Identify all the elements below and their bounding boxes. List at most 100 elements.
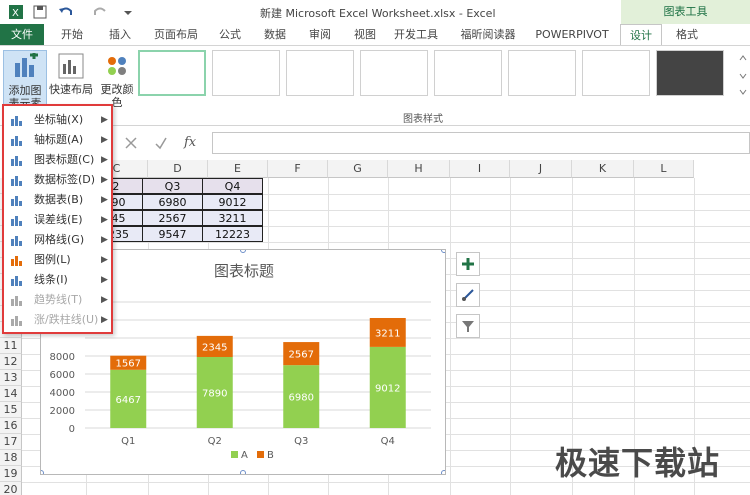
tab-file[interactable]: 文件 xyxy=(0,24,44,46)
tab-review[interactable]: 审阅 xyxy=(309,28,331,41)
customize-toolbar-icon[interactable] xyxy=(118,3,138,21)
grid-col-line xyxy=(572,178,573,495)
resize-handle xyxy=(240,250,246,253)
table-cell[interactable]: 2567 xyxy=(142,210,203,226)
table-cell[interactable]: Q3 xyxy=(142,178,203,194)
chart-style-8[interactable] xyxy=(656,50,724,96)
tab-data[interactable]: 数据 xyxy=(264,28,286,41)
menu-item-2[interactable]: 图表标题(C) ▶ xyxy=(4,150,111,170)
legend-swatch xyxy=(231,451,238,458)
add-chart-element-button[interactable]: 添加图表元素 xyxy=(3,50,47,110)
excel-logo-icon[interactable]: X xyxy=(6,3,26,21)
resize-handle xyxy=(240,470,246,474)
column-header-j[interactable]: J xyxy=(510,160,572,178)
table-cell[interactable]: 9012 xyxy=(202,194,263,210)
column-header-h[interactable]: H xyxy=(388,160,450,178)
chart-style-5[interactable] xyxy=(434,50,502,96)
column-header-f[interactable]: F xyxy=(268,160,328,178)
resize-handle xyxy=(441,250,445,253)
chart-filters-button[interactable] xyxy=(456,314,480,338)
tab-powerpivot[interactable]: POWERPIVOT xyxy=(535,28,609,41)
chart-style-2[interactable] xyxy=(212,50,280,96)
gallery-scroll-icon xyxy=(739,55,747,95)
row-header-14[interactable]: 14 xyxy=(0,386,22,402)
tab-design[interactable]: 设计 xyxy=(620,24,662,46)
chart-style-6[interactable] xyxy=(508,50,576,96)
submenu-arrow-icon: ▶ xyxy=(101,215,108,225)
gallery-scroll[interactable] xyxy=(737,50,749,100)
tab-developer[interactable]: 开发工具 xyxy=(394,28,438,41)
cancel-icon[interactable] xyxy=(124,136,138,150)
table-cell[interactable]: Q4 xyxy=(202,178,263,194)
tab-format[interactable]: 格式 xyxy=(676,28,698,41)
tab-home[interactable]: 开始 xyxy=(61,28,83,41)
table-cell[interactable]: 6980 xyxy=(142,194,203,210)
insert-function-button[interactable]: fx xyxy=(184,135,197,150)
tab-page-layout[interactable]: 页面布局 xyxy=(154,28,198,41)
x-tick-label: Q4 xyxy=(381,436,395,447)
menu-item-3[interactable]: 数据标签(D) ▶ xyxy=(4,170,111,190)
submenu-arrow-icon: ▶ xyxy=(101,315,108,325)
tab-formulas[interactable]: 公式 xyxy=(219,28,241,41)
chart-style-1[interactable] xyxy=(138,50,206,96)
column-header-i[interactable]: I xyxy=(450,160,510,178)
column-header-l[interactable]: L xyxy=(634,160,694,178)
menu-item-0[interactable]: 坐标轴(X) ▶ xyxy=(4,110,111,130)
row-header-17[interactable]: 17 xyxy=(0,434,22,450)
menu-item-6[interactable]: 网格线(G) ▶ xyxy=(4,230,111,250)
table-cell[interactable]: 3211 xyxy=(202,210,263,226)
tab-view[interactable]: 视图 xyxy=(354,28,376,41)
menu-item-label: 数据表(B) xyxy=(34,193,84,206)
menu-item-9[interactable]: 趋势线(T) ▶ xyxy=(4,290,111,310)
grid-col-line xyxy=(510,178,511,495)
column-header-e[interactable]: E xyxy=(208,160,268,178)
add-chart-element-icon xyxy=(15,51,38,77)
row-header-11[interactable]: 11 xyxy=(0,338,22,354)
data-label: 3211 xyxy=(375,328,400,339)
column-header-k[interactable]: K xyxy=(572,160,634,178)
chart-style-3[interactable] xyxy=(286,50,354,96)
resize-handle xyxy=(41,470,44,474)
chart-style-7[interactable] xyxy=(582,50,650,96)
row-header-13[interactable]: 13 xyxy=(0,370,22,386)
column-header-d[interactable]: D xyxy=(148,160,208,178)
enter-icon[interactable] xyxy=(154,136,168,150)
tab-foxit-reader[interactable]: 福昕阅读器 xyxy=(460,28,516,41)
quick-layout-icon xyxy=(58,53,84,79)
menu-item-label: 轴标题(A) xyxy=(34,133,84,146)
data-label: 6980 xyxy=(289,393,314,404)
menu-item-10[interactable]: 涨/跌柱线(U) ▶ xyxy=(4,310,111,330)
grid-row-line xyxy=(22,210,750,211)
menu-item-7[interactable]: 图例(L) ▶ xyxy=(4,250,111,270)
quick-layout-button[interactable]: 快速布局 xyxy=(49,50,93,106)
menu-item-1[interactable]: 轴标题(A) ▶ xyxy=(4,130,111,150)
change-colors-button[interactable]: 更改颜色 xyxy=(100,50,134,109)
table-cell[interactable]: 12223 xyxy=(202,226,263,242)
row-header-16[interactable]: 16 xyxy=(0,418,22,434)
row-header-12[interactable]: 12 xyxy=(0,354,22,370)
grid-row-line xyxy=(22,482,750,483)
change-colors-label: 更改颜色 xyxy=(100,83,134,109)
submenu-arrow-icon: ▶ xyxy=(101,155,108,165)
row-header-19[interactable]: 19 xyxy=(0,466,22,482)
menu-item-4[interactable]: 数据表(B) ▶ xyxy=(4,190,111,210)
row-header-15[interactable]: 15 xyxy=(0,402,22,418)
menu-item-8[interactable]: 线条(I) ▶ xyxy=(4,270,111,290)
bar-b-q2 xyxy=(196,335,233,357)
table-cell[interactable]: 9547 xyxy=(142,226,203,242)
ribbon-tabs: 文件 开始 插入 页面布局 公式 数据 审阅 视图 开发工具 福昕阅读器 POW… xyxy=(0,24,750,46)
chart-styles-button[interactable] xyxy=(456,283,480,307)
column-header-g[interactable]: G xyxy=(328,160,388,178)
row-header-20[interactable]: 20 xyxy=(0,482,22,495)
chart-elements-button[interactable] xyxy=(456,252,480,276)
row-header-18[interactable]: 18 xyxy=(0,450,22,466)
legend-label: B xyxy=(267,450,274,461)
tab-insert[interactable]: 插入 xyxy=(109,28,131,41)
chart-title[interactable]: 图表标题 xyxy=(213,262,274,280)
chart-style-4[interactable] xyxy=(360,50,428,96)
redo-icon[interactable] xyxy=(90,3,110,21)
save-icon[interactable] xyxy=(30,3,50,21)
menu-item-5[interactable]: 误差线(E) ▶ xyxy=(4,210,111,230)
formula-input[interactable] xyxy=(212,132,750,154)
undo-icon[interactable] xyxy=(56,3,76,21)
